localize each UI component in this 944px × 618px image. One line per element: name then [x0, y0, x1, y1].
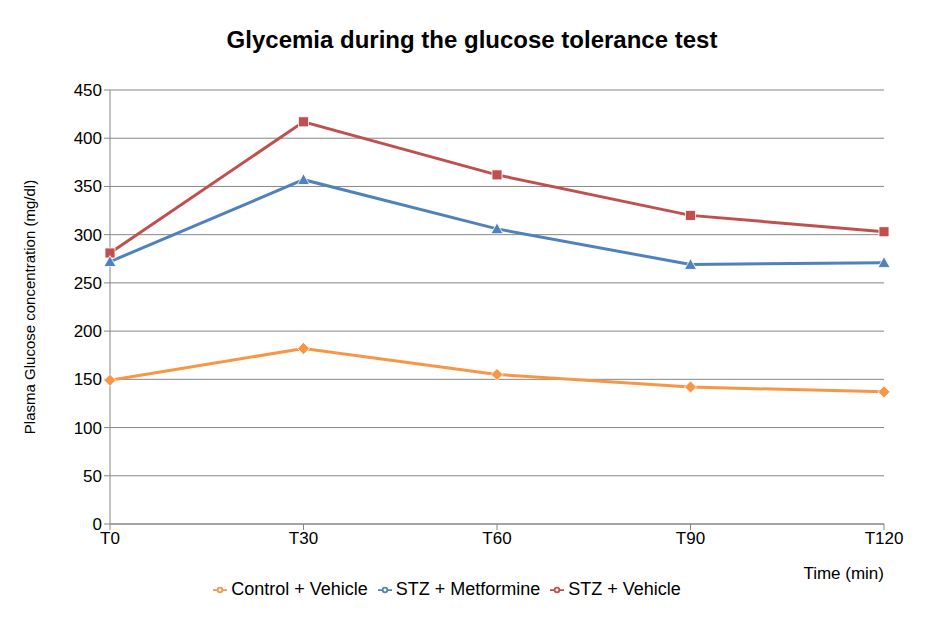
svg-text:Plasma Glucose concentration (: Plasma Glucose concentration (mg/dl) — [21, 180, 38, 434]
svg-text:0: 0 — [93, 515, 102, 534]
svg-text:150: 150 — [74, 370, 102, 389]
html-text:STZ + Metformine: STZ + Metformine — [395, 579, 541, 599]
svg-text:T30: T30 — [289, 529, 318, 548]
svg-text:200: 200 — [74, 322, 102, 341]
svg-text:Time (min): Time (min) — [803, 564, 884, 583]
html-text:STZ + Vehicle: STZ + Vehicle — [568, 579, 681, 599]
svg-text:T60: T60 — [482, 529, 511, 548]
html-text:Glycemia during the glucose to: Glycemia during the glucose tolerance te… — [226, 26, 718, 53]
svg-text:400: 400 — [74, 129, 102, 148]
svg-text:T120: T120 — [865, 529, 904, 548]
svg-text:100: 100 — [74, 419, 102, 438]
svg-text:T90: T90 — [676, 529, 705, 548]
svg-text:50: 50 — [83, 467, 102, 486]
svg-text:250: 250 — [74, 274, 102, 293]
svg-text:T0: T0 — [100, 529, 120, 548]
html-text:Control + Vehicle: Control + Vehicle — [231, 579, 368, 599]
svg-text:300: 300 — [74, 226, 102, 245]
svg-text:350: 350 — [74, 177, 102, 196]
svg-text:450: 450 — [74, 81, 102, 100]
